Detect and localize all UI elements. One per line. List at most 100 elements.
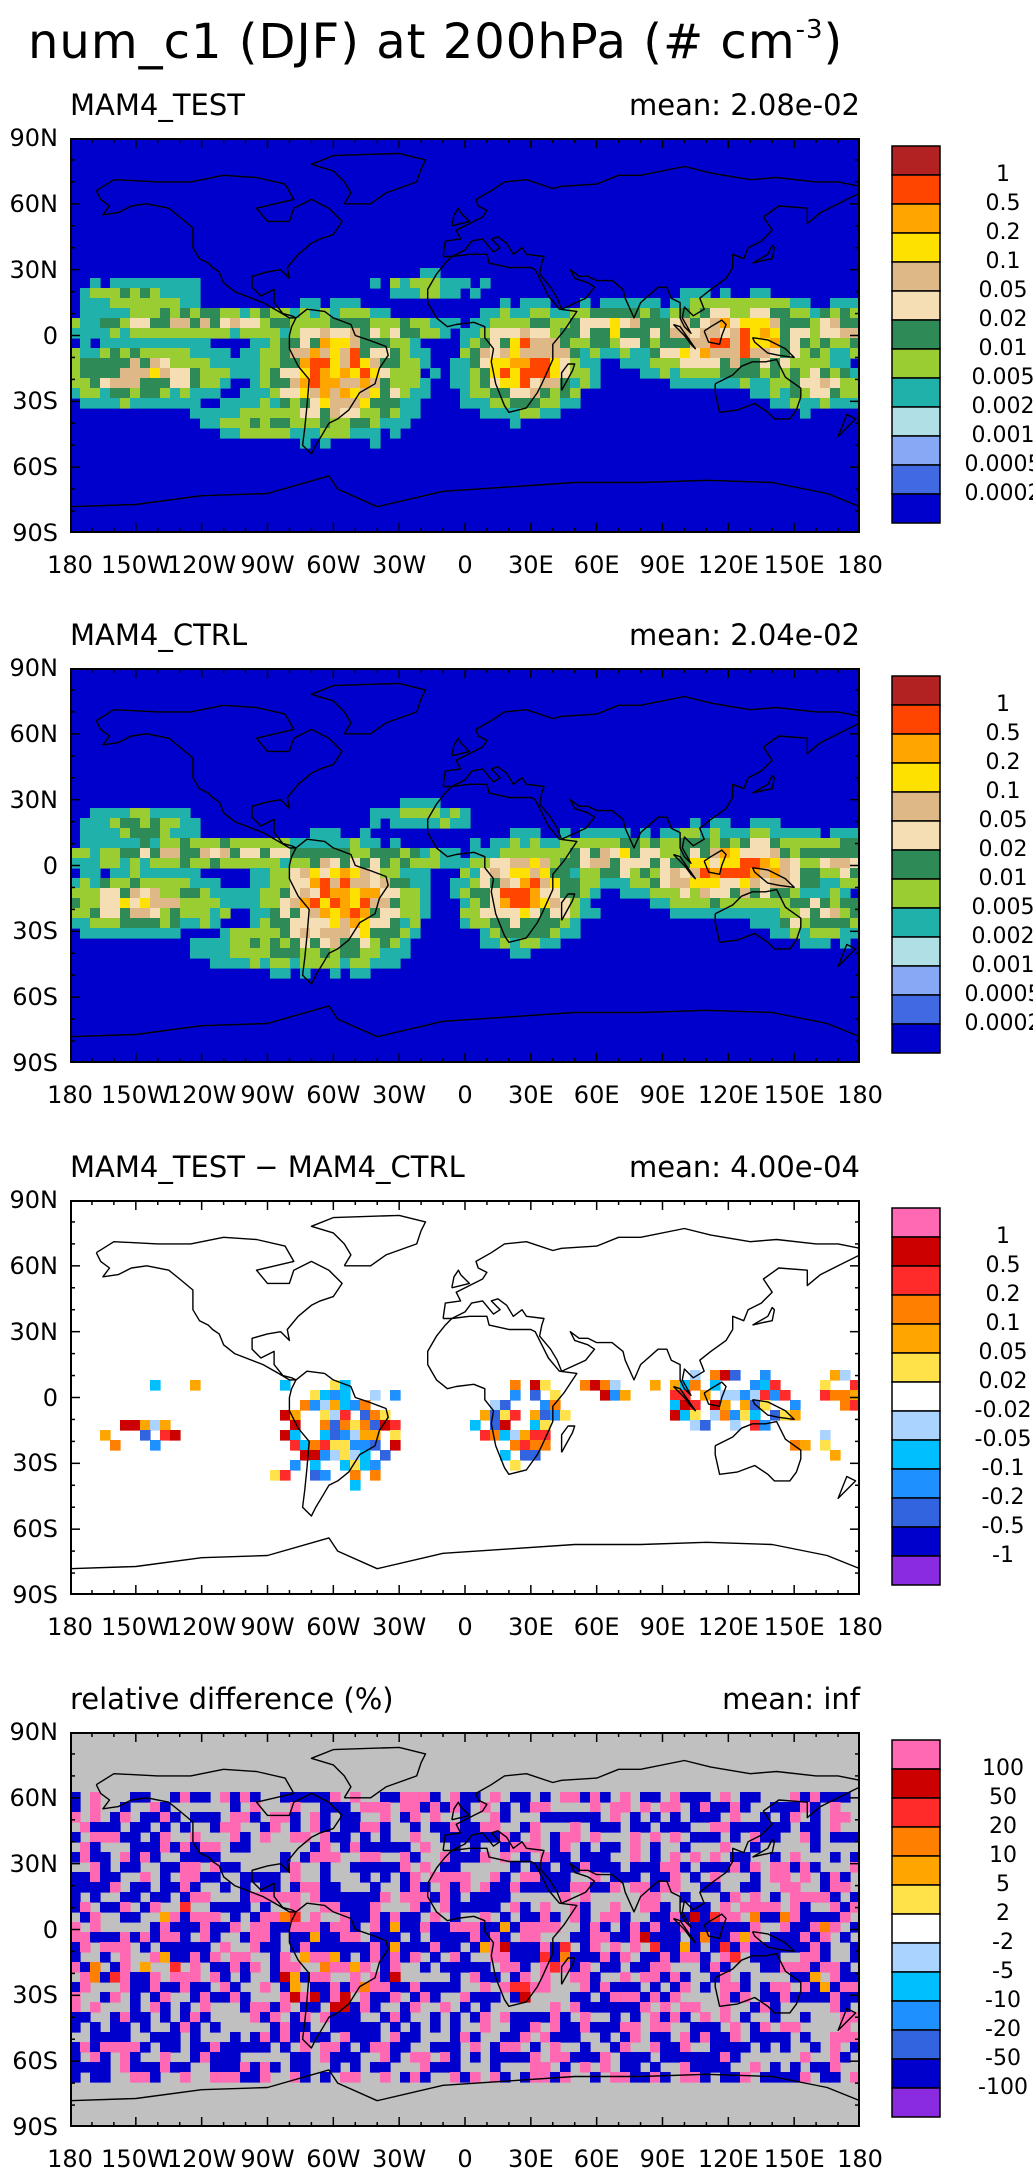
colorbar-swatch (891, 1497, 941, 1528)
lon-tick-label: 120E (697, 1081, 759, 1109)
map-0 (70, 138, 860, 533)
colorbar-swatch (891, 733, 941, 764)
lon-tick-label: 90E (639, 551, 686, 579)
colorbar-label: 0.005 (971, 365, 1033, 390)
colorbar-swatch (891, 319, 941, 350)
colorbar-label: 0.01 (978, 866, 1028, 891)
colorbar-swatch (891, 1526, 941, 1557)
lat-tick-label: 60N (9, 719, 59, 748)
lat-tick-label: 90N (9, 1718, 59, 1746)
lon-tick-label: 0 (457, 2145, 473, 2173)
panel-mean: mean: 2.04e-02 (628, 618, 860, 652)
colorbar-swatch (891, 1207, 941, 1238)
colorbar-label: 1 (996, 692, 1010, 717)
lon-tick-label: 150W (101, 551, 171, 579)
lon-tick-label: 60E (573, 551, 620, 579)
colorbar-swatch (891, 1739, 941, 1770)
lat-tick-label: 0 (42, 321, 58, 350)
colorbar-swatch (891, 377, 941, 408)
colorbar-swatch (891, 1323, 941, 1354)
lat-tick-label: 60N (9, 189, 59, 218)
colorbar-label: 0.5 (985, 1253, 1021, 1278)
lon-tick-label: 60E (573, 1081, 620, 1109)
colorbar-label: -1 (992, 1543, 1014, 1568)
lon-tick-label: 60E (573, 2145, 620, 2173)
lat-tick-label: 30N (9, 1317, 59, 1346)
lat-tick-label: 30N (9, 1849, 59, 1878)
lat-tick-label: 60N (9, 1783, 59, 1812)
lat-tick-label: 60S (12, 983, 58, 1012)
lon-tick-label: 30W (372, 551, 427, 579)
lon-tick-label: 120W (166, 1613, 237, 1641)
colorbar-swatch (891, 675, 941, 706)
colorbar-swatch (891, 820, 941, 851)
colorbar-swatch (891, 290, 941, 321)
colorbar-swatch (891, 1913, 941, 1944)
colorbar-swatch (891, 936, 941, 967)
lat-tick-label: 30S (12, 1449, 58, 1478)
colorbar-label: 1 (996, 162, 1010, 187)
colorbar-swatch (891, 174, 941, 205)
colorbar-swatch (891, 849, 941, 880)
main-title-text: num_c1 (DJF) at 200hPa (# cm (28, 14, 796, 70)
map-3 (70, 1732, 860, 2127)
colorbar-label: 0.05 (978, 278, 1028, 303)
colorbar-label: 20 (989, 1814, 1017, 1839)
colorbar-label: 2 (996, 1901, 1010, 1926)
colorbar-swatch (891, 762, 941, 793)
colorbar-label: 0.0005 (964, 982, 1033, 1007)
colorbar-swatch (891, 1023, 941, 1054)
main-title-unit-exponent: -3 (795, 15, 824, 45)
colorbar-swatch (891, 965, 941, 996)
lon-tick-label: 90W (240, 1613, 295, 1641)
colorbar-label: 0.5 (985, 721, 1021, 746)
lon-tick-label: 30W (372, 2145, 427, 2173)
lon-tick-label: 60W (306, 551, 361, 579)
lon-tick-label: 90W (240, 2145, 295, 2173)
lon-tick-label: 180 (837, 551, 883, 579)
lon-tick-label: 30E (507, 551, 554, 579)
lon-tick-label: 60W (306, 1613, 361, 1641)
lat-tick-label: 30S (12, 1981, 58, 2010)
lon-tick-label: 180 (47, 551, 93, 579)
colorbar-swatch (891, 1797, 941, 1828)
colorbar-difference (891, 1207, 941, 1586)
colorbar-label: 5 (996, 1872, 1010, 1897)
lon-tick-label: 120E (697, 551, 759, 579)
colorbar-label: 0.005 (971, 895, 1033, 920)
panel-title: MAM4_TEST − MAM4_CTRL (70, 1150, 465, 1184)
colorbar-label: 0.1 (985, 1311, 1021, 1336)
colorbar-label: 0.0002 (964, 1011, 1033, 1036)
map-field (70, 1792, 860, 2083)
lon-tick-label: 60W (306, 1081, 361, 1109)
lon-tick-label: 0 (457, 1613, 473, 1641)
colorbar-swatch (891, 1352, 941, 1383)
map-field (70, 798, 860, 979)
colorbar-label: 0.0002 (964, 481, 1033, 506)
colorbar-swatch (891, 1381, 941, 1412)
colorbar-label: -0.02 (974, 1398, 1032, 1423)
colorbar-absolute (891, 145, 941, 524)
lon-tick-label: 120E (697, 2145, 759, 2173)
colorbar-label: 0.2 (985, 220, 1021, 245)
colorbar-label: -0.05 (974, 1427, 1032, 1452)
lat-tick-label: 30S (12, 387, 58, 416)
lon-tick-label: 90E (639, 1081, 686, 1109)
colorbar-label: 0.001 (971, 423, 1033, 448)
colorbar-label: 100 (982, 1756, 1024, 1781)
colorbar-swatch (891, 203, 941, 234)
lat-tick-label: 60S (12, 1515, 58, 1544)
lat-tick-label: 0 (42, 1915, 58, 1944)
lon-tick-label: 120W (166, 551, 237, 579)
colorbar-swatch (891, 348, 941, 379)
colorbar-swatch (891, 2029, 941, 2060)
coastlines (70, 1746, 860, 2102)
lon-tick-label: 180 (47, 2145, 93, 2173)
map-field (70, 268, 860, 449)
colorbar-label: 0.1 (985, 249, 1021, 274)
lon-tick-label: 180 (47, 1081, 93, 1109)
lat-tick-label: 90S (12, 1049, 58, 1077)
panel-mean: mean: 4.00e-04 (628, 1150, 860, 1184)
lon-tick-label: 150E (763, 1081, 825, 1109)
colorbar-swatch (891, 232, 941, 263)
